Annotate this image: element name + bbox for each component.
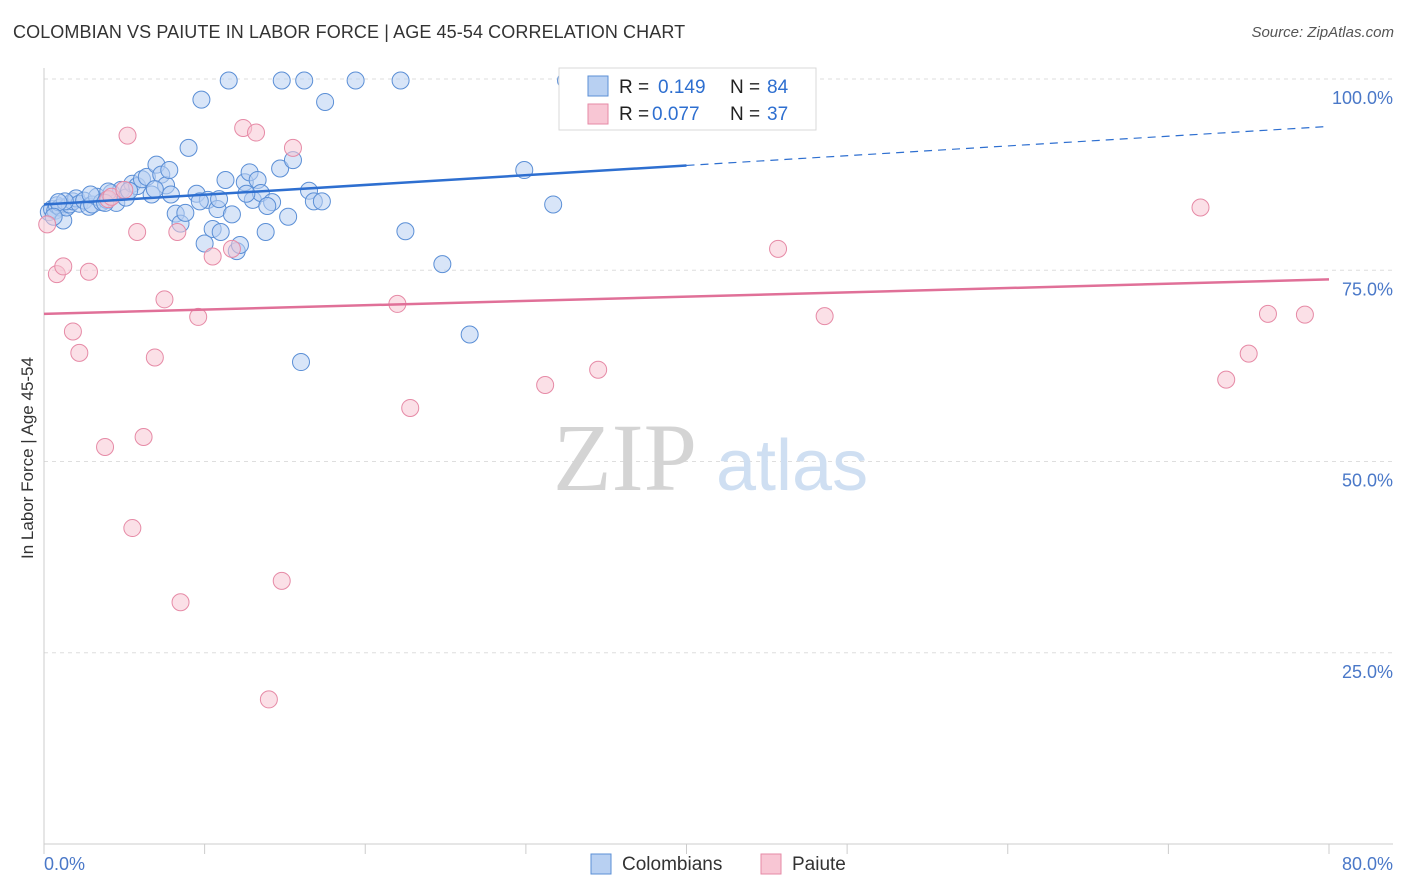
- point-paiute-33: [1217, 370, 1236, 389]
- point-paiute-15: [155, 290, 174, 309]
- y-tick-label-1: 50.0%: [1342, 471, 1393, 491]
- point-paiute-32: [1191, 198, 1210, 217]
- point-colombians-56: [219, 71, 238, 90]
- point-colombians-83: [258, 196, 277, 215]
- point-paiute-29: [589, 360, 608, 379]
- point-colombians-32: [179, 138, 198, 157]
- point-colombians-64: [460, 325, 479, 344]
- point-colombians-40: [216, 170, 235, 189]
- x-tick-label-min: 0.0%: [44, 854, 85, 874]
- point-paiute-2: [54, 257, 73, 276]
- point-colombians-69: [176, 203, 195, 222]
- point-colombians-63: [433, 255, 452, 274]
- y-tick-label-3: 100.0%: [1332, 88, 1393, 108]
- legend-r-value-0: 0.149: [658, 77, 706, 98]
- point-paiute-36: [1295, 305, 1314, 324]
- watermark-zip: ZIP: [553, 404, 697, 511]
- point-paiute-34: [1239, 344, 1258, 363]
- trend-line-colombians-extension: [686, 125, 1330, 167]
- point-paiute-22: [247, 123, 266, 142]
- point-colombians-52: [292, 353, 310, 372]
- series-paiute: [38, 118, 1314, 709]
- point-colombians-29: [161, 185, 180, 204]
- point-colombians-81: [160, 161, 179, 180]
- point-paiute-17: [171, 593, 190, 612]
- point-paiute-16: [168, 223, 187, 241]
- bottom-legend-swatch-colombians: [590, 853, 612, 875]
- trend-line-colombians: [43, 164, 687, 206]
- point-colombians-58: [295, 71, 314, 90]
- point-colombians-73: [81, 185, 100, 204]
- point-colombians-57: [272, 71, 291, 90]
- legend-n-label-1: N =: [730, 104, 760, 125]
- correlation-legend: R = 0.149 N = 84 R = 0.077 N = 37: [558, 67, 817, 131]
- legend-r-value-1: 0.077: [652, 104, 700, 125]
- legend-n-value-0: 84: [767, 77, 789, 98]
- bottom-legend-label-colombians: Colombians: [622, 854, 722, 875]
- point-paiute-20: [222, 239, 241, 258]
- point-colombians-48: [256, 223, 275, 241]
- point-paiute-19: [203, 247, 222, 266]
- point-paiute-18: [189, 307, 208, 326]
- point-colombians-80: [279, 207, 298, 226]
- y-axis-label: In Labor Force | Age 45-54: [18, 357, 37, 559]
- series-colombians: [39, 71, 576, 372]
- y-tick-labels: 25.0% 50.0% 75.0% 100.0%: [1332, 88, 1393, 682]
- point-colombians-66: [544, 195, 563, 214]
- point-paiute-6: [96, 437, 115, 456]
- bottom-legend-swatch-paiute: [760, 853, 782, 875]
- point-colombians-55: [312, 192, 331, 211]
- point-paiute-14: [145, 348, 164, 367]
- point-paiute-27: [401, 398, 420, 417]
- point-paiute-23: [259, 690, 278, 709]
- chart-source: Source: ZipAtlas.com: [1251, 24, 1394, 41]
- trend-lines: [43, 125, 1330, 316]
- legend-n-label-0: N =: [730, 77, 760, 98]
- trend-line-paiute: [43, 278, 1330, 316]
- watermark-atlas: atlas: [716, 426, 868, 506]
- point-paiute-35: [1258, 304, 1277, 323]
- watermark: ZIP atlas: [553, 404, 868, 511]
- point-colombians-35: [195, 234, 214, 253]
- point-paiute-31: [815, 307, 834, 326]
- point-colombians-78: [190, 192, 209, 211]
- series-legend: Colombians Paiute: [590, 853, 846, 875]
- point-colombians-70: [145, 180, 164, 199]
- point-paiute-28: [536, 376, 555, 394]
- bottom-legend-label-paiute: Paiute: [792, 854, 846, 875]
- legend-swatch-colombians: [587, 75, 609, 97]
- point-paiute-13: [134, 428, 153, 447]
- point-paiute-24: [272, 571, 291, 590]
- legend-r-label-1: R =: [619, 104, 649, 125]
- point-paiute-9: [115, 180, 134, 199]
- point-colombians-62: [396, 222, 415, 241]
- chart-title: COLOMBIAN VS PAIUTE IN LABOR FORCE | AGE…: [13, 22, 686, 42]
- point-colombians-39: [211, 223, 230, 241]
- y-tick-label-0: 25.0%: [1342, 662, 1393, 682]
- point-colombians-50: [271, 159, 290, 178]
- point-paiute-25: [283, 138, 302, 157]
- axes: [43, 68, 1393, 854]
- point-paiute-5: [79, 262, 98, 281]
- point-colombians-34: [192, 90, 211, 109]
- point-paiute-4: [70, 343, 89, 362]
- point-colombians-60: [346, 71, 365, 90]
- point-colombians-41: [222, 205, 241, 224]
- point-paiute-0: [38, 215, 57, 234]
- y-tick-label-2: 75.0%: [1342, 279, 1393, 299]
- point-colombians-59: [316, 92, 335, 111]
- point-paiute-12: [128, 223, 147, 241]
- legend-r-label-0: R =: [619, 77, 649, 98]
- point-colombians-61: [391, 71, 410, 90]
- point-paiute-11: [123, 519, 142, 538]
- legend-n-value-1: 37: [767, 104, 788, 125]
- x-tick-label-max: 80.0%: [1342, 854, 1393, 874]
- point-paiute-30: [769, 239, 788, 258]
- legend-swatch-paiute: [587, 103, 609, 125]
- point-paiute-3: [63, 322, 82, 341]
- point-paiute-10: [118, 126, 137, 145]
